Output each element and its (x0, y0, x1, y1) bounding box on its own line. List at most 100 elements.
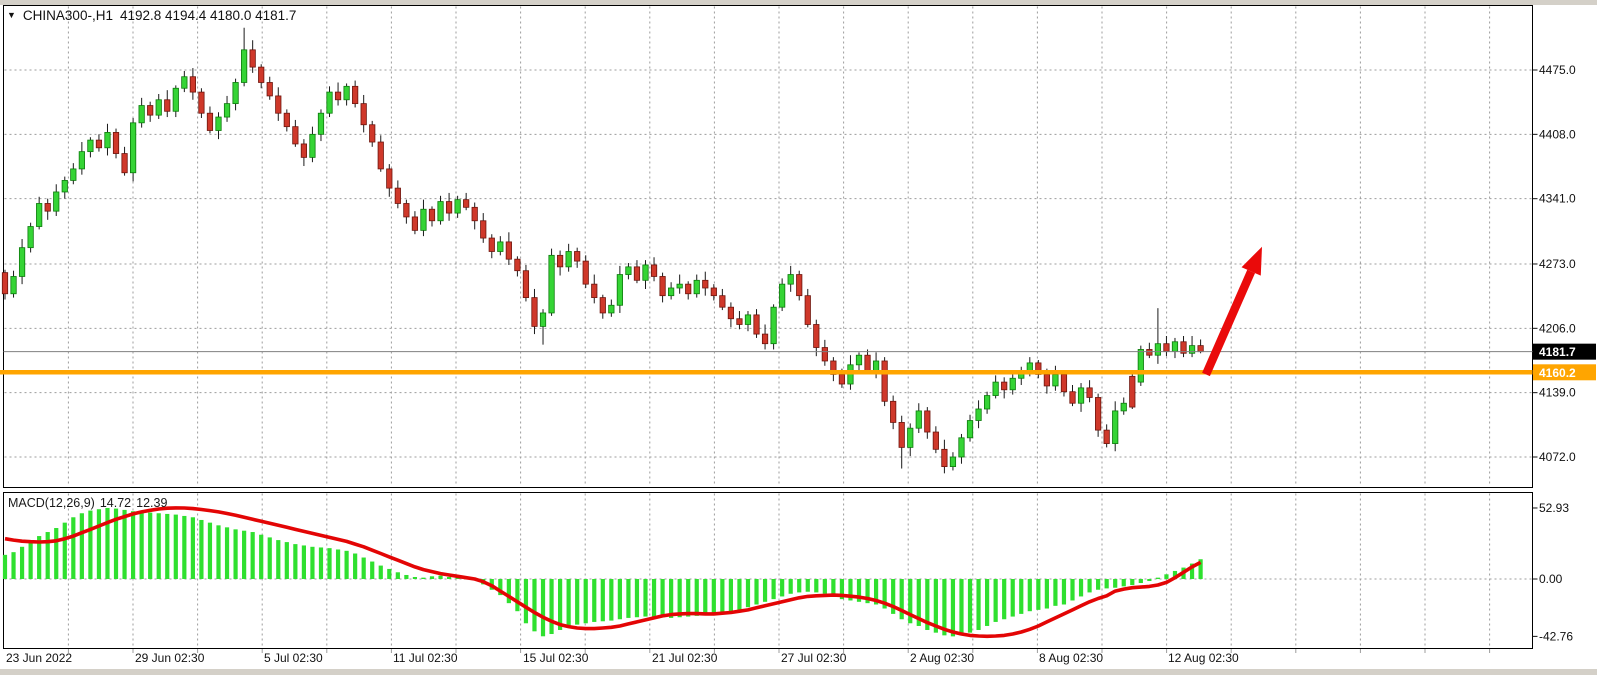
macd-bar (11, 552, 16, 579)
macd-pane[interactable] (3, 492, 1533, 649)
candle-body (1009, 377, 1016, 391)
candle-body (70, 168, 77, 181)
macd-bar (190, 517, 195, 579)
macd-bar (1044, 579, 1049, 609)
candle-body (796, 274, 803, 297)
macd-bar (1164, 574, 1169, 579)
macd-bar (1061, 579, 1067, 605)
macd-bar (276, 540, 281, 579)
macd-bar (79, 513, 84, 579)
macd-bar (805, 579, 810, 592)
macd-bar (233, 529, 238, 579)
time-axis-label: 2 Aug 02:30 (910, 651, 974, 665)
last-price-tag-text: 4181.7 (1539, 345, 1576, 359)
macd-bar (353, 553, 358, 579)
candle-body (582, 260, 589, 285)
candle-body (650, 264, 658, 277)
candle-body (164, 99, 171, 112)
candle-body (129, 122, 137, 174)
candle-body (633, 266, 641, 281)
candle-body (608, 304, 615, 314)
candle-body (557, 254, 564, 268)
macd-bar (361, 557, 366, 579)
macd-histogram[interactable] (2, 507, 1203, 637)
time-axis-label: 27 Jul 02:30 (781, 651, 847, 665)
macd-bar (45, 532, 50, 579)
candle-body (497, 241, 504, 252)
macd-bar (173, 514, 178, 579)
macd-bar (985, 579, 990, 626)
candle-body (292, 126, 299, 145)
candle-body (1112, 410, 1119, 444)
candle-body (411, 216, 419, 231)
macd-bar (455, 577, 460, 579)
candle-body (565, 251, 572, 268)
candle-body (881, 360, 888, 402)
time-axis[interactable]: 23 Jun 2022 29 Jun 02:30 5 Jul 02:30 11 Jul… (6, 651, 1239, 665)
pane-divider[interactable] (0, 488, 1597, 492)
candle-body (625, 266, 632, 275)
candle-body (804, 295, 811, 325)
trend-arrow[interactable] (1202, 246, 1262, 377)
macd-bar (1198, 559, 1203, 579)
macd-bar (1078, 579, 1084, 597)
macd-bar (395, 572, 400, 579)
candle-body (258, 66, 265, 83)
candle-body (206, 112, 214, 131)
macd-bar (797, 579, 802, 593)
candle-body (685, 283, 692, 295)
ohlc-values: 4192.8 4194.4 4180.0 4181.7 (119, 8, 297, 23)
candle-body (779, 283, 786, 308)
candle-body (890, 400, 897, 423)
macd-bar (540, 579, 546, 637)
candle-body (1001, 381, 1008, 391)
candle-body (522, 270, 530, 298)
chart-title: ▼ CHINA300-,H1 4192.8 4194.4 4180.0 4181… (7, 8, 296, 23)
candle-body (471, 206, 478, 222)
symbol-dropdown-icon[interactable]: ▼ (7, 9, 16, 20)
macd-axis-label: -42.76 (1539, 629, 1573, 643)
candle-body (104, 132, 111, 149)
macd-bar (71, 517, 76, 579)
candle-body (112, 132, 120, 154)
macd-bar (549, 579, 554, 635)
candle-body (53, 191, 60, 212)
price-axis-label: 4139.0 (1539, 386, 1576, 400)
macd-bar (165, 513, 170, 579)
macd-bar (609, 579, 614, 621)
price-axis[interactable]: 4475.0 4408.0 4341.0 4273.0 4206.0 4139.0 4072… (1532, 6, 1597, 649)
macd-bar (404, 574, 409, 579)
macd-bar (916, 579, 921, 626)
candle-body (1086, 387, 1093, 398)
candle-body (181, 76, 188, 89)
macd-bar (634, 579, 640, 618)
macd-bar (592, 579, 597, 622)
candle-body (334, 91, 342, 101)
price-axis-label: 4273.0 (1539, 257, 1576, 271)
macd-bar (737, 579, 742, 610)
macd-bar (651, 579, 657, 617)
candle-body (377, 141, 384, 170)
candle-body (1077, 387, 1085, 404)
macd-bar (950, 579, 956, 637)
macd-bar (412, 576, 418, 579)
macd-bar (1189, 563, 1195, 579)
candle-body (1069, 391, 1076, 404)
candle-body (1095, 397, 1102, 431)
candle-body (838, 374, 846, 385)
macd-bar (1130, 579, 1135, 586)
macd-bar (771, 579, 776, 600)
macd-bar (780, 579, 785, 597)
candle-body (189, 76, 196, 93)
macd-bar (925, 579, 930, 630)
main-chart-pane[interactable] (3, 5, 1533, 488)
candle-body (488, 237, 495, 252)
macd-bar (148, 512, 153, 579)
candle-body (693, 279, 700, 295)
candle-body (1052, 374, 1059, 387)
candle-body (1180, 341, 1187, 354)
macd-bar (677, 579, 682, 618)
candle-body (10, 276, 17, 295)
candle-body (241, 49, 248, 83)
